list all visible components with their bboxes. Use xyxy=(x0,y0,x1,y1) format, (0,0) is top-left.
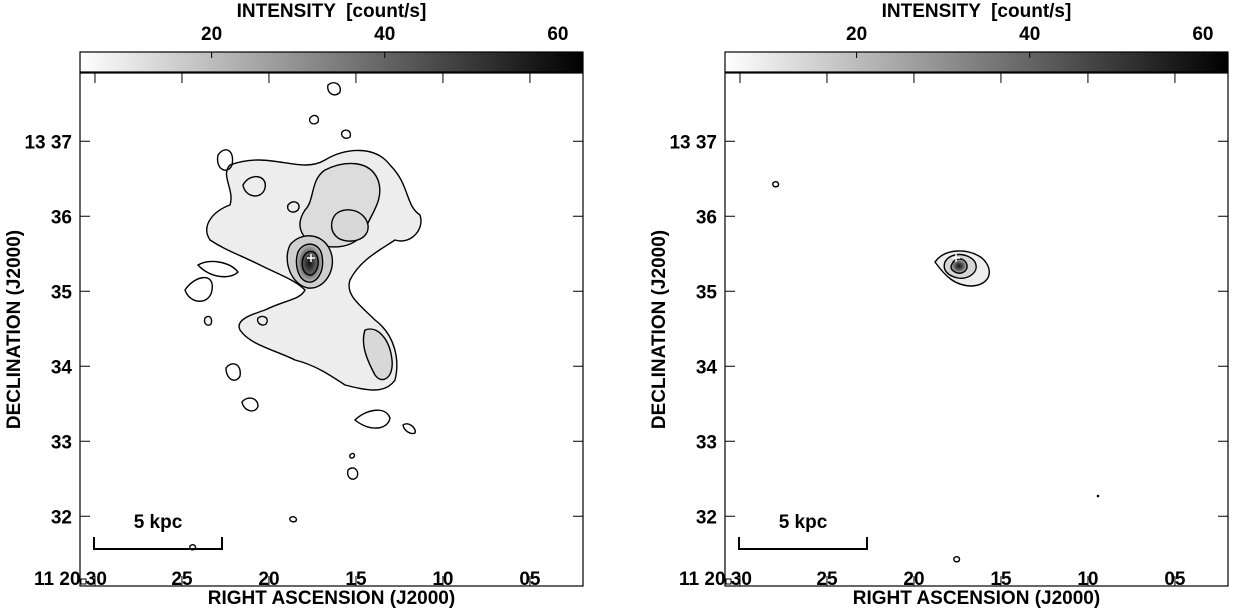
colorbar-tick-label: 60 xyxy=(1192,24,1213,45)
source-cross xyxy=(307,254,315,262)
scale-bar-label: 5 kpc xyxy=(134,512,183,533)
colorbar-tick-label: 20 xyxy=(846,24,867,45)
scale-bar xyxy=(738,537,868,550)
y-axis-label: DECLINATION (J2000) xyxy=(649,230,670,429)
y-tick-label: 13 37 xyxy=(669,132,717,153)
beam-marker xyxy=(725,578,732,585)
y-tick-label: 35 xyxy=(696,282,718,303)
y-tick-label: 35 xyxy=(51,282,73,303)
contours-left xyxy=(184,82,422,551)
contours-right xyxy=(772,181,1100,563)
colorbar-tick-label: 40 xyxy=(374,24,395,45)
x-tick-label: 11 20 30 xyxy=(34,569,107,590)
x-axis-label: RIGHT ASCENSION (J2000) xyxy=(208,588,455,609)
plot-frame xyxy=(724,72,1229,587)
source-cross xyxy=(952,254,960,262)
y-tick-label: 32 xyxy=(51,507,72,528)
colorbar xyxy=(79,51,584,73)
beam-marker xyxy=(80,578,87,585)
colorbar-tick-label: 20 xyxy=(201,24,222,45)
y-tick-label: 36 xyxy=(696,207,717,228)
x-axis-label: RIGHT ASCENSION (J2000) xyxy=(853,588,1100,609)
x-tick-label: 11 20 30 xyxy=(679,569,752,590)
y-tick-label: 34 xyxy=(696,357,718,378)
y-axis-label: DECLINATION (J2000) xyxy=(4,230,25,429)
colorbar xyxy=(724,51,1229,73)
colorbar-tick-label: 40 xyxy=(1019,24,1040,45)
y-tick-label: 34 xyxy=(51,357,73,378)
y-tick-label: 36 xyxy=(51,207,72,228)
colorbar-label: INTENSITY [count/s] xyxy=(237,1,427,22)
colorbar-tick-label: 60 xyxy=(547,24,568,45)
scale-bar-label: 5 kpc xyxy=(779,512,828,533)
colorbar-label: INTENSITY [count/s] xyxy=(882,1,1072,22)
y-tick-label: 32 xyxy=(696,507,717,528)
scale-bar xyxy=(93,537,223,550)
plot-frame xyxy=(79,72,584,587)
y-tick-label: 13 37 xyxy=(24,132,72,153)
y-tick-label: 33 xyxy=(51,432,72,453)
y-tick-label: 33 xyxy=(696,432,717,453)
